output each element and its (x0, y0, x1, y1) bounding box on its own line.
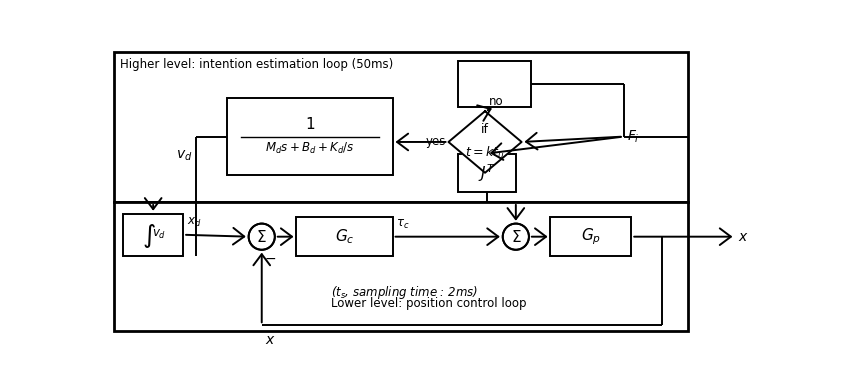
Text: ($t_s$, sampling time : 2ms): ($t_s$, sampling time : 2ms) (331, 283, 478, 301)
Polygon shape (502, 224, 528, 250)
Text: $x$: $x$ (264, 333, 275, 347)
Text: Lower level: position control loop: Lower level: position control loop (331, 297, 526, 310)
Text: yes: yes (425, 136, 446, 149)
Text: $x_d$: $x_d$ (187, 216, 202, 229)
Text: $t=kt_u$: $t=kt_u$ (465, 145, 504, 161)
Text: $x$: $x$ (737, 230, 748, 244)
Text: $\Sigma$: $\Sigma$ (510, 229, 521, 245)
Bar (457, 154, 515, 192)
Polygon shape (248, 224, 274, 250)
Text: if: if (480, 123, 489, 136)
Text: $\Sigma$: $\Sigma$ (256, 229, 267, 245)
Text: no: no (489, 95, 503, 108)
Bar (114, 202, 687, 331)
Bar (227, 98, 392, 175)
Bar (296, 218, 392, 256)
Bar (123, 214, 183, 256)
Text: $-$: $-$ (263, 251, 276, 264)
Bar (114, 52, 687, 202)
Polygon shape (448, 111, 521, 173)
Text: $\int$: $\int$ (142, 222, 155, 250)
Text: $G_c$: $G_c$ (334, 227, 354, 246)
Text: 1: 1 (305, 117, 314, 132)
Text: $F_i$: $F_i$ (626, 128, 639, 145)
Text: $v_d$: $v_d$ (176, 149, 192, 163)
Text: $G_p$: $G_p$ (580, 226, 600, 247)
Text: $M_d s + B_d + K_d/s$: $M_d s + B_d + K_d/s$ (265, 141, 354, 155)
Bar (457, 61, 531, 107)
Bar (549, 218, 630, 256)
Text: Higher level: intention estimation loop (50ms): Higher level: intention estimation loop … (120, 58, 392, 71)
Text: $J^T$: $J^T$ (478, 162, 495, 184)
Text: $\tau_c$: $\tau_c$ (395, 218, 408, 231)
Text: $v_d$: $v_d$ (152, 228, 166, 241)
